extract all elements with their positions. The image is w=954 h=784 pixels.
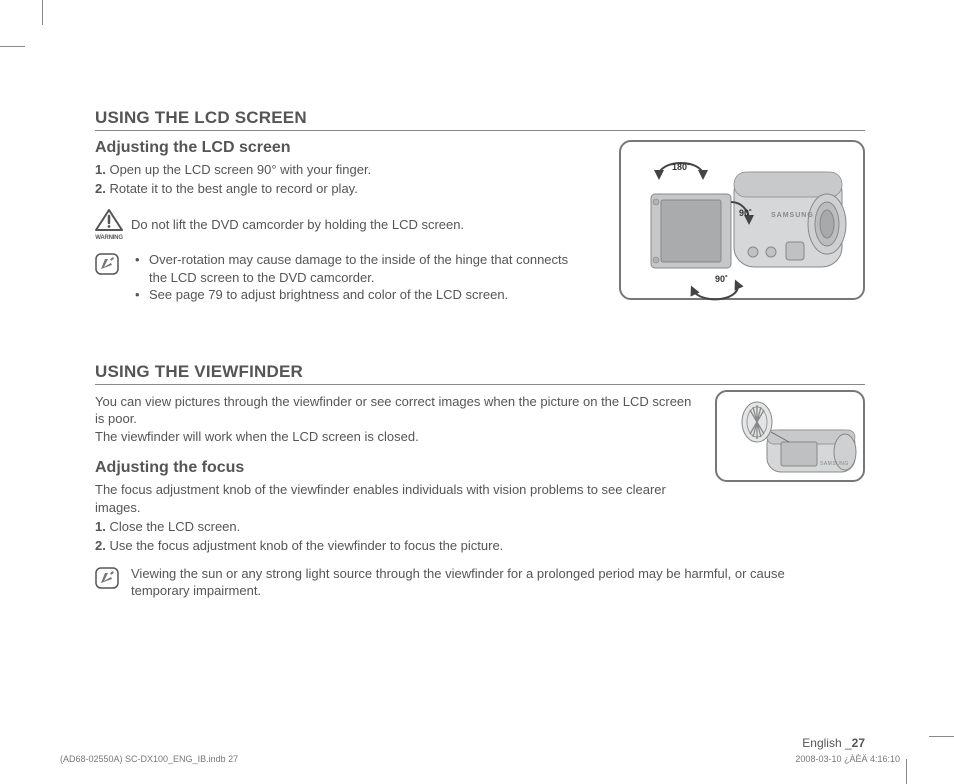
step-2-text: Rotate it to the best angle to record or… (109, 181, 357, 196)
note-item: Over-rotation may cause damage to the in… (131, 251, 576, 286)
angle-label: 180˚ (672, 162, 690, 172)
section2-note: Viewing the sun or any strong light sour… (131, 565, 831, 600)
crop-mark-bottom-right (899, 729, 954, 784)
step-2: 2. Use the focus adjustment knob of the … (95, 537, 865, 555)
section2-steps: 1. Close the LCD screen. 2. Use the focu… (95, 518, 865, 554)
brand-text: SAMSUNG (771, 212, 814, 219)
imprint-right: 2008-03-10 ¿ÀÈÄ 4:16:10 (795, 754, 900, 764)
section2-intro2: The viewfinder will work when the LCD sc… (95, 428, 695, 446)
note-row-2: Viewing the sun or any strong light sour… (95, 565, 865, 600)
note-icon (95, 567, 119, 594)
angle-label: 90˚ (739, 208, 752, 218)
lang-label: English _ (802, 736, 851, 750)
warning-label: WARNING (95, 235, 123, 241)
step-1: 1. Close the LCD screen. (95, 518, 865, 536)
page-footer-lang: English _27 (802, 736, 865, 750)
section1-heading: USING THE LCD SCREEN (95, 108, 865, 131)
brand-text: SAMSUNG (820, 461, 849, 467)
section2-intro1: You can view pictures through the viewfi… (95, 393, 695, 428)
section2-focus-intro: The focus adjustment knob of the viewfin… (95, 481, 695, 516)
figure-viewfinder: SAMSUNG (715, 390, 865, 482)
page-content: USING THE LCD SCREEN Adjusting the LCD s… (95, 108, 865, 600)
section1-notes: Over-rotation may cause damage to the in… (131, 251, 576, 304)
imprint-left: (AD68-02550A) SC-DX100_ENG_IB.indb 27 (60, 754, 238, 764)
note-icon (95, 253, 119, 280)
step-text: Use the focus adjustment knob of the vie… (109, 538, 503, 553)
warning-text: Do not lift the DVD camcorder by holding… (131, 216, 464, 234)
imprint-bar: (AD68-02550A) SC-DX100_ENG_IB.indb 27 20… (60, 754, 900, 764)
warning-icon: WARNING (95, 209, 123, 241)
section2-heading: USING THE VIEWFINDER (95, 362, 865, 385)
section-lcd-screen: USING THE LCD SCREEN Adjusting the LCD s… (95, 108, 865, 304)
figure-lcd: SAMSUNG 180˚ (619, 140, 865, 300)
angle-label: 90˚ (715, 274, 728, 284)
step-1-text: Open up the LCD screen 90° with your fin… (109, 162, 371, 177)
page-number: 27 (852, 736, 865, 750)
step-text: Close the LCD screen. (109, 519, 240, 534)
section-viewfinder: USING THE VIEWFINDER You can view pictur… (95, 362, 865, 600)
note-item: See page 79 to adjust brightness and col… (131, 286, 576, 304)
crop-mark-top-left (0, 0, 50, 55)
